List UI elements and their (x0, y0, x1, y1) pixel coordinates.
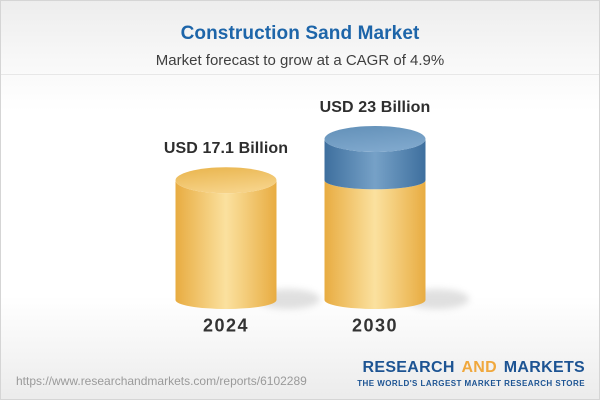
logo-tagline: THE WORLD'S LARGEST MARKET RESEARCH STOR… (357, 379, 585, 388)
research-and-markets-logo: RESEARCH AND MARKETS THE WORLD'S LARGEST… (357, 360, 585, 388)
logo-word-research: RESEARCH (362, 359, 455, 376)
logo-word-and: AND (461, 359, 498, 376)
chart-subtitle: Market forecast to grow at a CAGR of 4.9… (155, 52, 445, 69)
value-label-2030: USD 23 Billion (319, 99, 431, 116)
logo-wordmark: RESEARCH AND MARKETS (357, 360, 585, 376)
value-label-2024: USD 17.1 Billion (163, 140, 289, 158)
logo-word-markets: MARKETS (503, 359, 585, 376)
header-divider (1, 74, 599, 75)
report-url: https://www.researchandmarkets.com/repor… (16, 374, 307, 388)
category-label-2030: 2030 (351, 315, 399, 336)
page-title: Construction Sand Market (180, 23, 420, 44)
category-label-2024: 2024 (202, 315, 250, 336)
